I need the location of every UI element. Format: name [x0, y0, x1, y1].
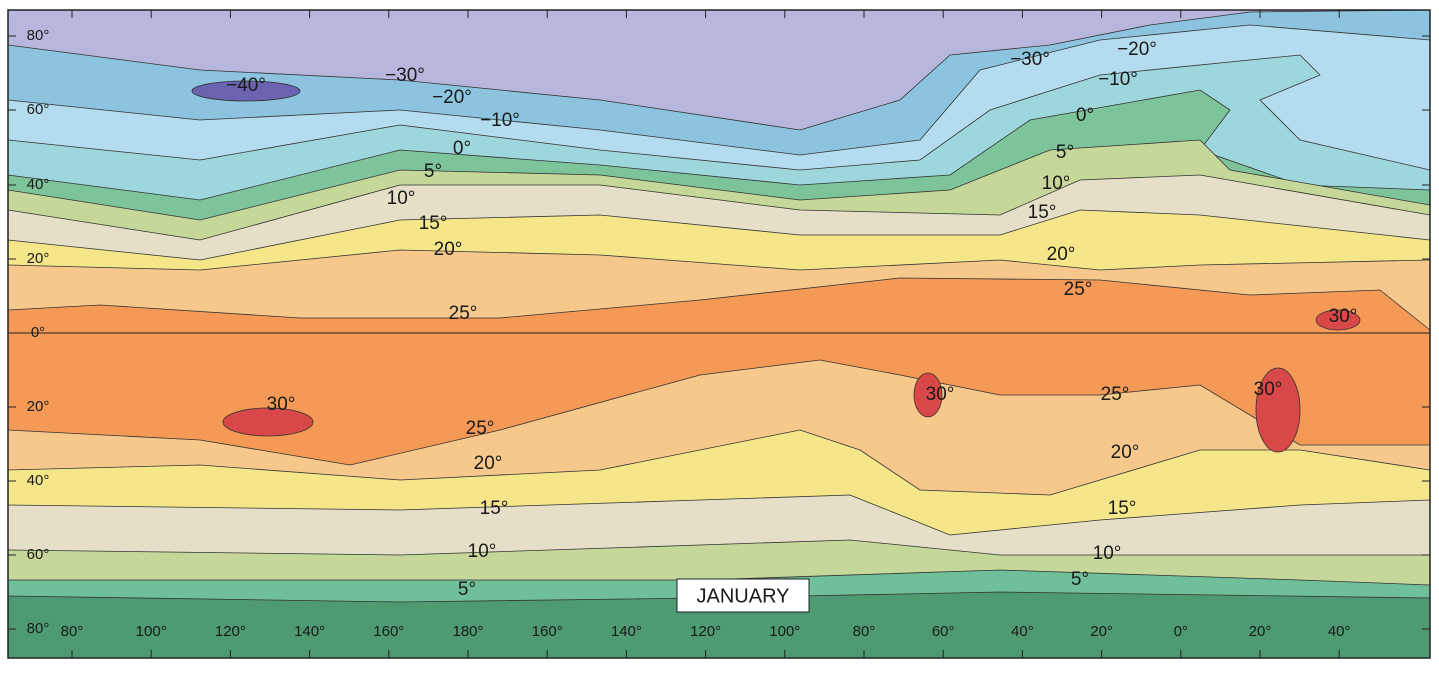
isotherm-label: 25°	[466, 418, 495, 439]
isotherm-label: 30°	[926, 384, 955, 405]
isotherm-line	[7, 89, 1431, 201]
hot-spot	[1255, 367, 1301, 453]
isotherm-label: 5°	[424, 161, 442, 182]
longitude-label: 60°	[932, 623, 955, 640]
longitude-label: 0°	[1174, 623, 1188, 640]
isotherm-label: 15°	[480, 498, 509, 519]
isotherm-label: 10°	[1093, 543, 1122, 564]
isotherm-label: 10°	[387, 188, 416, 209]
latitude-label: 80°	[27, 27, 50, 44]
hot-spot	[1315, 309, 1361, 331]
isotherm-label: 30°	[1254, 379, 1283, 400]
isotherm-label: 5°	[458, 579, 476, 600]
isotherm-label: 25°	[1101, 384, 1130, 405]
latitude-label: 20°	[27, 250, 50, 267]
isotherm-line	[7, 359, 1430, 466]
isotherm-label: 20°	[474, 453, 503, 474]
isotherm-line	[8, 569, 1431, 586]
longitude-label: 80°	[853, 623, 876, 640]
hot-spot	[222, 407, 314, 437]
longitude-label: 20°	[1090, 623, 1113, 640]
latitude-label: 20°	[27, 398, 50, 415]
map-title: JANUARY	[697, 585, 790, 607]
isotherm-label: −10°	[1098, 69, 1138, 90]
longitude-label: 20°	[1249, 623, 1272, 640]
latitude-label: 80°	[27, 620, 50, 637]
isotherm-line	[7, 494, 1431, 536]
longitude-label: 120°	[690, 623, 721, 640]
isotherm-line	[7, 174, 1431, 241]
isotherm-label: 0°	[453, 138, 471, 159]
cold-spot	[191, 80, 301, 102]
isotherm-label: 20°	[1047, 244, 1076, 265]
isotherm-line	[7, 209, 1431, 261]
isotherm-label: 15°	[1108, 498, 1137, 519]
isotherm-line	[7, 54, 1431, 171]
longitude-label: 40°	[1328, 623, 1351, 640]
longitude-label: 40°	[1011, 623, 1034, 640]
isotherm-line	[7, 277, 1431, 331]
isotherm-label: 0°	[1076, 105, 1094, 126]
temperature-band	[8, 592, 1430, 658]
longitude-label: 100°	[769, 623, 800, 640]
latitude-label: 0°	[31, 324, 45, 341]
isotherm-label: 5°	[1056, 142, 1074, 163]
isotherm-label: 15°	[1028, 202, 1057, 223]
longitude-label: 160°	[532, 623, 563, 640]
hot-spot	[913, 372, 943, 418]
longitude-label: 160°	[373, 623, 404, 640]
isotherm-line	[7, 139, 1431, 221]
isotherm-line	[7, 9, 1431, 131]
title-box	[676, 578, 810, 613]
isotherm-label: −30°	[1010, 49, 1050, 70]
longitude-label: 140°	[294, 623, 325, 640]
isotherm-label: 10°	[468, 541, 497, 562]
isotherm-label: −20°	[432, 87, 472, 108]
isotherm-label: 20°	[1111, 442, 1140, 463]
latitude-label: 40°	[27, 472, 50, 489]
isotherm-label: −20°	[1117, 39, 1157, 60]
isotherm-label: 15°	[419, 213, 448, 234]
map-frame	[7, 9, 1431, 659]
isotherm-label: −10°	[480, 110, 520, 131]
isotherm-label: 10°	[1042, 173, 1071, 194]
isotherm-line	[7, 24, 1431, 156]
isotherm-line	[7, 539, 1430, 556]
longitude-label: 140°	[611, 623, 642, 640]
longitude-label: 120°	[215, 623, 246, 640]
isotherm-label: 5°	[1071, 569, 1089, 590]
longitude-label: 80°	[61, 623, 84, 640]
latitude-label: 60°	[27, 546, 50, 563]
isotherm-label: 25°	[1064, 279, 1093, 300]
isotherm-label: 30°	[267, 394, 296, 415]
longitude-label: 100°	[136, 623, 167, 640]
isotherm-line	[7, 429, 1431, 496]
isotherm-label: 30°	[1329, 306, 1358, 327]
isotherm-label: 20°	[434, 239, 463, 260]
latitude-label: 60°	[27, 101, 50, 118]
latitude-label: 40°	[27, 176, 50, 193]
isotherm-line	[7, 249, 1431, 271]
isotherm-label: 25°	[449, 303, 478, 324]
isotherm-label: −40°	[226, 75, 266, 96]
longitude-label: 180°	[452, 623, 483, 640]
isotherm-label: −30°	[385, 65, 425, 86]
